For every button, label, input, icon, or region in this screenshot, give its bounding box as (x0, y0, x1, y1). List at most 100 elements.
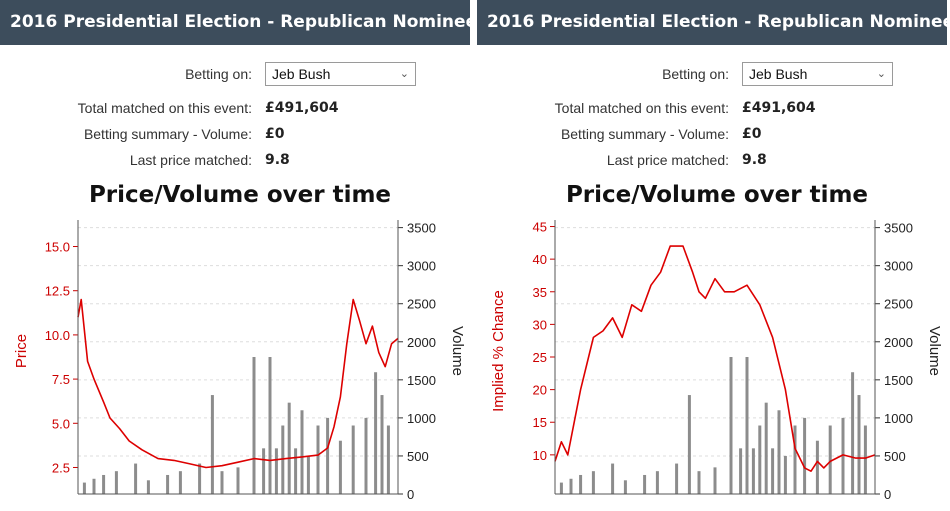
volume-bar (579, 474, 583, 494)
volume-bar (198, 463, 202, 494)
chevron-down-icon: ⌄ (399, 67, 409, 80)
volume-bar (697, 471, 701, 494)
volume-bar (758, 425, 762, 494)
volume-bar (351, 425, 355, 494)
volume-bar (236, 467, 240, 494)
y2-tick-label: 0 (407, 487, 414, 502)
volume-bar (729, 357, 733, 494)
last-price-value: 9.8 (265, 152, 290, 168)
y-tick-label: 15 (533, 415, 547, 430)
chevron-down-icon: ⌄ (876, 67, 886, 80)
volume-bar (623, 480, 627, 494)
market-panel-right: 2016 Presidential Election - Republican … (477, 0, 947, 511)
volume-bar (326, 417, 330, 494)
volume-bar (92, 478, 96, 494)
y2-tick-label: 3000 (884, 259, 913, 274)
volume-bar (687, 395, 691, 494)
volume-bar (611, 463, 615, 494)
volume-bar (306, 455, 310, 494)
y2-tick-label: 2000 (407, 335, 436, 350)
chart-title: Price/Volume over time (89, 182, 391, 208)
volume-bar (252, 357, 256, 494)
y-tick-label: 20 (533, 383, 547, 398)
volume-bar (777, 410, 781, 494)
volume-bar (294, 448, 298, 494)
betting-summary-value: £0 (265, 126, 285, 142)
total-matched-value: £491,604 (742, 100, 816, 116)
y-tick-label: 40 (533, 252, 547, 267)
y2-tick-label: 500 (407, 449, 429, 464)
y2-tick-label: 2500 (884, 297, 913, 312)
volume-bar (364, 417, 368, 494)
volume-bar (828, 425, 832, 494)
volume-bar (178, 471, 182, 494)
betting-summary-value: £0 (742, 126, 762, 142)
last-price-value: 9.8 (742, 152, 767, 168)
volume-bar (841, 417, 845, 494)
volume-bar (146, 480, 150, 494)
y-tick-label: 30 (533, 317, 547, 332)
volume-bar (102, 474, 106, 494)
price-volume-chart: Price/Volume over time 0 500 1000 1500 2000 2… (13, 182, 466, 502)
volume-bar (268, 357, 272, 494)
y-tick-label: 35 (533, 285, 547, 300)
total-matched-label: Total matched on this event: (554, 100, 729, 116)
volume-bar (675, 463, 679, 494)
volume-bar (82, 482, 86, 494)
y2-tick-label: 1000 (407, 411, 436, 426)
y-tick-label: 12.5 (45, 284, 70, 299)
volume-bar (220, 471, 224, 494)
y-tick-label: 45 (533, 220, 547, 235)
panel-title: 2016 Presidential Election - Republican … (477, 0, 947, 45)
betting-summary-label: Betting summary - Volume: (560, 126, 729, 142)
y2-tick-label: 3500 (884, 221, 913, 236)
total-matched-label: Total matched on this event: (77, 100, 252, 116)
y-tick-label: 15.0 (45, 240, 70, 255)
price-line (77, 298, 399, 469)
volume-bar (374, 372, 378, 494)
volume-bar (114, 471, 118, 494)
y2-axis-label: Volume (449, 326, 466, 376)
volume-bar (803, 417, 807, 494)
volume-bar (287, 402, 291, 494)
volume-bar (764, 402, 768, 494)
runner-select-value: Jeb Bush (272, 66, 331, 82)
volume-bar (134, 463, 138, 494)
y2-tick-label: 1000 (884, 411, 913, 426)
volume-bar (751, 448, 755, 494)
y-tick-label: 2.5 (52, 460, 70, 475)
y-axis-label: Implied % Chance (490, 290, 507, 412)
betting-on-label: Betting on: (662, 66, 729, 82)
y2-tick-label: 3000 (407, 259, 436, 274)
volume-bar (713, 467, 717, 494)
volume-bar (771, 448, 775, 494)
volume-bar (783, 455, 787, 494)
y-tick-label: 5.0 (52, 416, 70, 431)
y-tick-label: 10 (533, 448, 547, 463)
runner-select[interactable]: Jeb Bush ⌄ (265, 62, 416, 86)
volume-bar (591, 471, 595, 494)
volume-bar (745, 357, 749, 494)
y2-tick-label: 2500 (407, 297, 436, 312)
y2-tick-label: 0 (884, 487, 891, 502)
volume-bar (857, 395, 861, 494)
volume-bar (386, 425, 390, 494)
price-line (554, 245, 876, 473)
chart-title: Price/Volume over time (566, 182, 868, 208)
volume-bar (569, 478, 573, 494)
volume-bar (643, 474, 647, 494)
volume-bar (166, 474, 170, 494)
volume-bar (380, 395, 384, 494)
volume-bar (793, 425, 797, 494)
betting-on-label: Betting on: (185, 66, 252, 82)
volume-bar (559, 482, 563, 494)
y2-tick-label: 3500 (407, 221, 436, 236)
y2-tick-label: 500 (884, 449, 906, 464)
total-matched-value: £491,604 (265, 100, 339, 116)
volume-bar (851, 372, 855, 494)
volume-bar (815, 440, 819, 494)
y2-tick-label: 1500 (407, 373, 436, 388)
volume-bar (262, 448, 266, 494)
market-panel-left: 2016 Presidential Election - Republican … (0, 0, 470, 511)
runner-select[interactable]: Jeb Bush ⌄ (742, 62, 893, 86)
